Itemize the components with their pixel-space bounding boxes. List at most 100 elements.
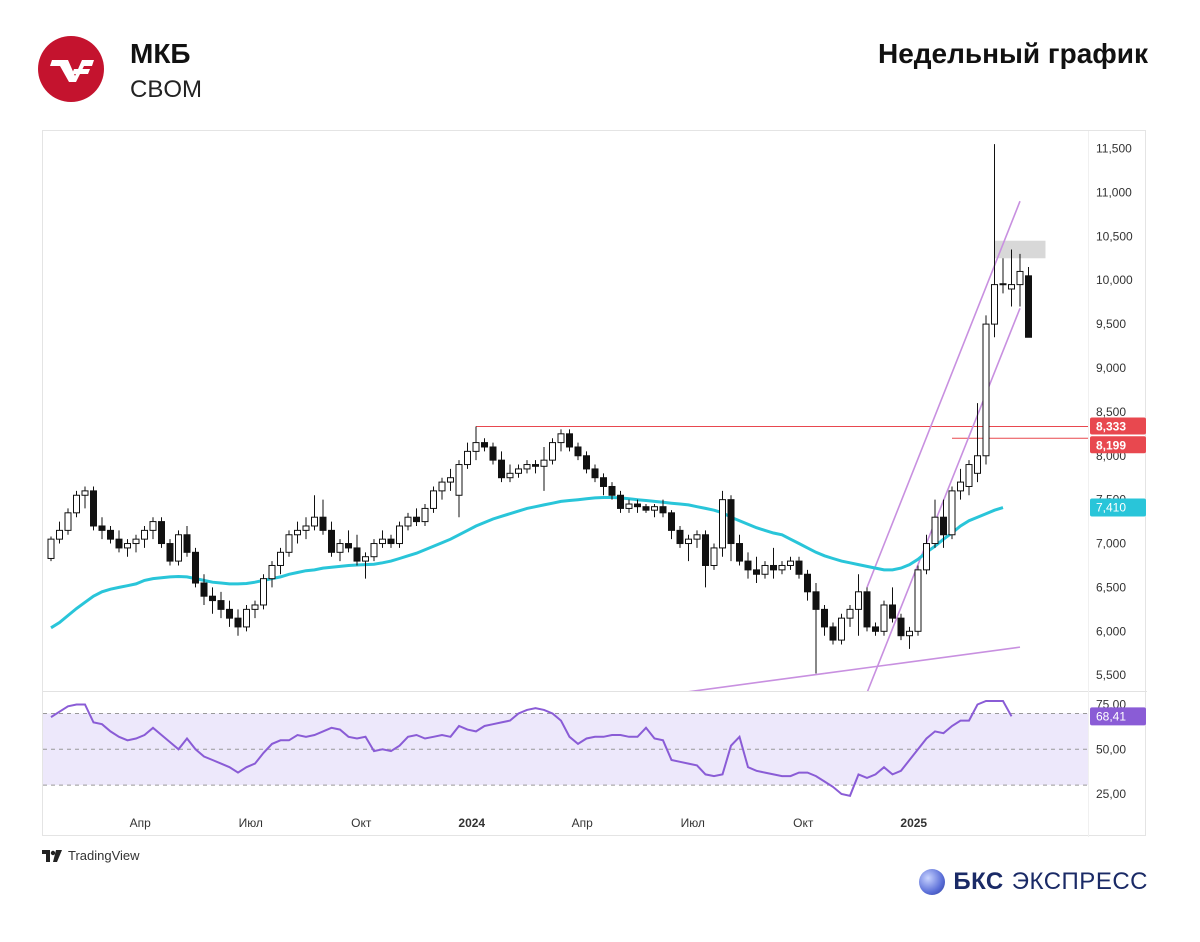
candle-body-up xyxy=(268,564,276,580)
candle-body-up xyxy=(47,538,55,559)
price-tick-label: 8,500 xyxy=(1096,405,1126,419)
candle xyxy=(251,600,259,619)
rsi-last-label: 68,41 xyxy=(1096,709,1126,723)
candle-body-up xyxy=(132,538,140,545)
candle-body-up xyxy=(311,516,318,527)
sub-ticker: CBOM xyxy=(130,76,202,103)
candle xyxy=(234,609,242,636)
candle xyxy=(549,438,556,465)
candle xyxy=(56,521,63,544)
candle-body-down xyxy=(872,626,879,632)
candle-body-up xyxy=(787,560,794,566)
candle-body-up xyxy=(336,543,344,553)
trendline-0 xyxy=(824,646,1021,675)
candle xyxy=(940,499,947,548)
candle-body-up xyxy=(549,442,556,461)
candle xyxy=(107,525,114,544)
candle-body-down xyxy=(744,560,752,571)
candle xyxy=(787,556,794,570)
candle xyxy=(532,460,539,474)
candle xyxy=(642,504,650,513)
candle-body-up xyxy=(141,529,148,540)
candle xyxy=(481,438,488,452)
candle-body-up xyxy=(396,525,403,545)
candle-body-down xyxy=(200,582,208,597)
candle-body-down xyxy=(319,516,327,531)
level-label: 8,333 xyxy=(1096,420,1126,434)
x-tick-label: Окт xyxy=(351,816,372,830)
candle-body-down xyxy=(583,455,590,470)
candle-body-up xyxy=(948,490,956,536)
candle-body-down xyxy=(183,534,191,553)
candle xyxy=(634,499,641,513)
candle-body-up xyxy=(404,516,412,527)
candle xyxy=(192,547,199,588)
candle xyxy=(914,565,922,636)
candle-body-up xyxy=(379,538,386,545)
level-label-bg xyxy=(1090,436,1146,454)
candle xyxy=(795,556,803,579)
candle xyxy=(889,587,896,623)
candle-body-up xyxy=(124,543,131,549)
candle xyxy=(838,613,845,645)
candle xyxy=(404,512,412,531)
x-tick-label: Июл xyxy=(681,816,705,830)
candle xyxy=(498,451,505,483)
candle xyxy=(1008,249,1015,307)
candle xyxy=(557,429,565,452)
candle-body-down xyxy=(770,564,777,571)
candle xyxy=(982,315,990,465)
candle xyxy=(566,429,573,452)
candle-body-up xyxy=(362,556,369,562)
candle xyxy=(719,490,726,557)
candle xyxy=(991,144,998,338)
candle-body-up xyxy=(982,323,990,457)
candle xyxy=(115,530,123,553)
candle-body-up xyxy=(693,534,701,540)
candle-body-down xyxy=(863,591,871,628)
resistance-box xyxy=(994,240,1046,259)
candle xyxy=(506,464,514,483)
candle-body-up xyxy=(999,283,1007,286)
candle xyxy=(353,534,361,566)
candle-body-down xyxy=(795,560,803,575)
x-tick-label: 2025 xyxy=(900,816,927,830)
price-tick-label: 11,500 xyxy=(1096,142,1132,156)
candle xyxy=(141,525,148,548)
candle-body-up xyxy=(923,543,930,571)
candle-body-down xyxy=(481,442,488,448)
candle-body-down xyxy=(812,591,820,610)
candle-body-up xyxy=(965,464,973,487)
candle-body-up xyxy=(464,450,471,466)
candle-body-up xyxy=(515,468,522,474)
candle xyxy=(294,521,301,544)
bks-brand-rest: ЭКСПРЕСС xyxy=(1011,868,1148,895)
candle xyxy=(804,569,811,601)
candle-body-down xyxy=(192,551,199,584)
candle xyxy=(302,517,310,540)
candle-body-down xyxy=(498,459,505,479)
candle-body-down xyxy=(209,595,216,602)
candle-body-up xyxy=(1008,284,1015,290)
candle-body-up xyxy=(260,578,267,606)
candle-body-down xyxy=(702,534,709,566)
candle-body-up xyxy=(855,591,862,610)
candle xyxy=(863,587,871,632)
candle xyxy=(64,508,72,535)
candle xyxy=(1016,253,1024,307)
candle xyxy=(574,442,582,461)
candle-body-down xyxy=(591,468,599,479)
candle-body-up xyxy=(175,534,182,562)
candle-body-up xyxy=(778,564,786,571)
candle xyxy=(175,530,182,566)
candle xyxy=(81,486,89,509)
candle xyxy=(183,525,191,557)
candle xyxy=(447,468,454,491)
candle-body-up xyxy=(506,472,514,479)
candle xyxy=(999,258,1007,294)
ma-label-bg xyxy=(1090,498,1146,517)
candle-body-down xyxy=(804,573,811,593)
candle xyxy=(455,460,463,518)
ticker: МКБ xyxy=(130,38,191,69)
candle-body-up xyxy=(251,604,259,610)
